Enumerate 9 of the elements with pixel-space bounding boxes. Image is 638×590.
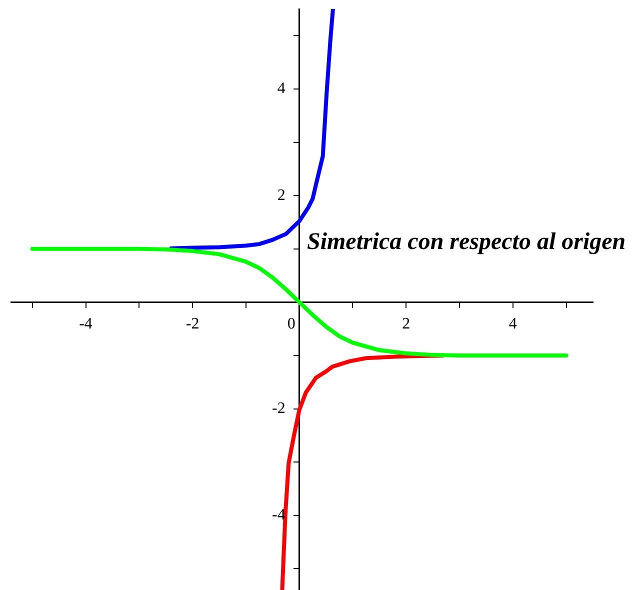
- y-tick-label: -2: [272, 400, 286, 417]
- y-tick-label: 4: [277, 80, 286, 98]
- x-tick-label: -2: [186, 315, 200, 332]
- x-tick-label: 4: [508, 315, 517, 332]
- y-tick-label: 2: [277, 186, 286, 204]
- x-tick-label: 0: [287, 315, 296, 332]
- annotation: Simetrica con respecto al origen: [307, 229, 626, 256]
- x-tick-label: 2: [402, 315, 410, 332]
- x-tick-label: -4: [79, 315, 92, 332]
